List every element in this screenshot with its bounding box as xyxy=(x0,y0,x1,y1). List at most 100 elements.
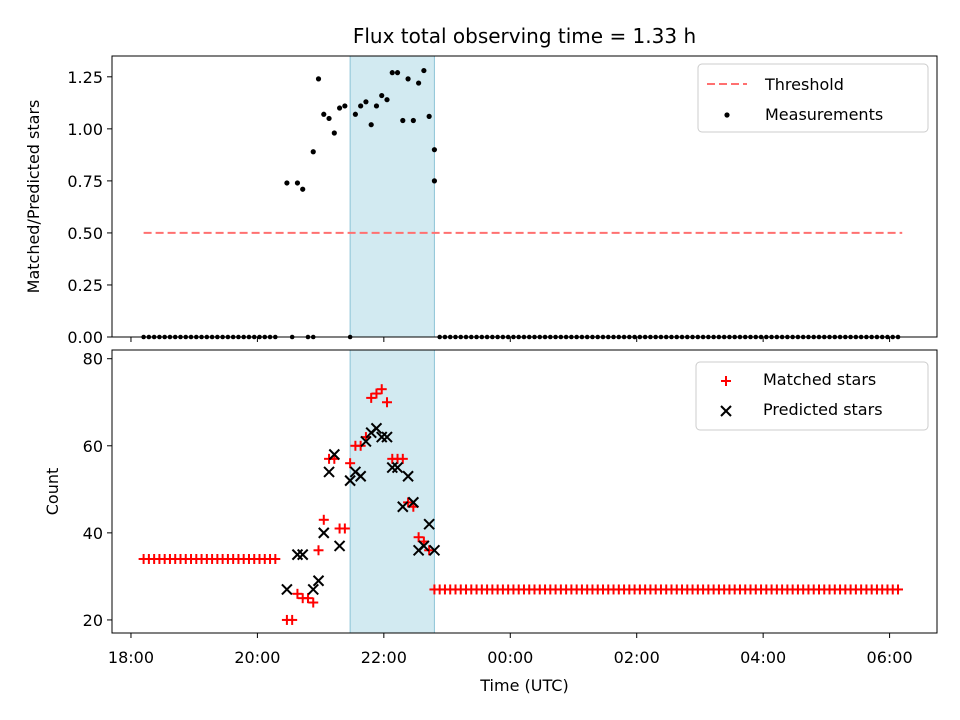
cross-stroke xyxy=(328,448,341,461)
y-tick-label: 20 xyxy=(83,611,103,630)
cross-stroke xyxy=(312,575,325,587)
y-tick-label: 0.25 xyxy=(67,276,103,295)
x-tick-label: 18:00 xyxy=(108,648,154,667)
measurement-point xyxy=(410,117,416,124)
measurement-point xyxy=(394,70,401,76)
predicted-point xyxy=(281,583,293,596)
predicted-point xyxy=(418,540,430,552)
legend-matched-swatch xyxy=(721,376,731,386)
predicted-point xyxy=(428,544,441,556)
measurement-point xyxy=(400,117,406,124)
measurement-point xyxy=(336,105,343,111)
matched-point xyxy=(366,392,377,403)
measurement-point xyxy=(405,76,411,82)
cross-stroke xyxy=(423,518,435,530)
matched-point xyxy=(313,545,324,556)
legend-predicted-label: Predicted stars xyxy=(763,400,883,419)
y-tick-label: 40 xyxy=(83,524,103,543)
predicted-point xyxy=(312,575,325,587)
x-tick-label: 04:00 xyxy=(740,648,786,667)
predicted-point xyxy=(407,496,420,509)
predicted-point xyxy=(328,448,341,461)
matched-point xyxy=(371,388,382,399)
ticks: 0.00 0.25 0.50 0.75 1.00 1.25 xyxy=(67,68,891,347)
predicted-point xyxy=(291,548,304,561)
legend-measurements-swatch xyxy=(724,112,730,118)
bottom-axes: 20 40 60 80 18:00 20:00 22:00 00:00 02:00 04:00 06… xyxy=(43,349,938,695)
matched-point xyxy=(345,458,356,469)
measurement-point xyxy=(431,178,438,184)
predicted-point xyxy=(333,540,346,552)
predicted-point xyxy=(360,435,372,448)
y-axis-label: Matched/Predicted stars xyxy=(24,100,43,294)
y-tick-label: 1.00 xyxy=(67,120,103,139)
measurement-point xyxy=(431,147,438,153)
measurement-point xyxy=(421,67,427,74)
measurement-point xyxy=(294,180,301,186)
chart-title: Flux total observing time = 1.33 h xyxy=(353,24,696,48)
cross-stroke xyxy=(720,405,732,417)
cross-stroke xyxy=(360,435,372,448)
cross-stroke xyxy=(354,470,367,482)
highlight-span xyxy=(349,55,435,338)
matched-point xyxy=(397,453,408,464)
y-axis-label: Count xyxy=(43,468,62,516)
y-tick-label: 80 xyxy=(83,350,103,369)
axes-frame xyxy=(111,349,938,634)
cross-stroke xyxy=(418,540,430,552)
predicted-point xyxy=(318,527,330,539)
cross-stroke xyxy=(428,544,441,556)
measurement-point xyxy=(300,186,306,192)
x-tick-label: 20:00 xyxy=(234,648,280,667)
measurement-point xyxy=(389,70,395,76)
legend: Matched stars Predicted stars xyxy=(695,361,929,431)
cross-stroke xyxy=(318,527,330,539)
measurement-point xyxy=(358,103,364,109)
measurement-point xyxy=(326,115,332,122)
measurement-point xyxy=(426,113,432,119)
cross-stroke xyxy=(281,583,293,596)
matched-point xyxy=(318,514,329,525)
cross-stroke xyxy=(402,470,414,482)
matched-point xyxy=(893,584,904,595)
x-tick-label: 00:00 xyxy=(487,648,533,667)
predicted-point xyxy=(307,583,319,596)
measurement-point xyxy=(368,122,374,128)
measurement-point xyxy=(363,99,369,105)
y-tick-label: 0.75 xyxy=(67,172,103,191)
matched-points xyxy=(138,384,904,625)
top-axes: 0.00 0.25 0.50 0.75 1.00 1.25 Flux total obse… xyxy=(24,24,938,347)
measurement-point xyxy=(331,130,337,136)
cross-stroke xyxy=(307,583,319,596)
measurement-point xyxy=(284,180,290,186)
legend-matched-label: Matched stars xyxy=(763,370,876,389)
measurement-points xyxy=(141,67,901,340)
matched-point xyxy=(302,593,313,604)
measurement-point xyxy=(373,103,380,109)
x-tick-label: 02:00 xyxy=(614,648,660,667)
measurement-point xyxy=(352,111,358,117)
predicted-point xyxy=(381,431,393,443)
measurement-point xyxy=(310,149,316,155)
cross-stroke xyxy=(407,496,420,509)
ticks: 20 40 60 80 18:00 20:00 22:00 00:00 02:00 04:00 06… xyxy=(83,350,913,667)
legend-cross xyxy=(720,405,732,417)
cross-stroke xyxy=(397,501,409,513)
measurement-point xyxy=(384,97,390,103)
y-tick-label: 0.50 xyxy=(67,224,103,243)
legend-box xyxy=(697,63,929,133)
legend-measurements-label: Measurements xyxy=(765,105,883,124)
legend-box xyxy=(695,361,929,431)
cross-stroke xyxy=(297,548,309,561)
predicted-point xyxy=(391,461,404,474)
y-tick-label: 0.00 xyxy=(67,328,103,347)
predicted-point xyxy=(354,470,367,482)
matched-point xyxy=(376,384,387,395)
cross-stroke xyxy=(391,461,404,474)
y-tick-label: 1.25 xyxy=(67,68,103,87)
measurement-point xyxy=(379,92,385,99)
measurement-point xyxy=(315,76,322,82)
legend-plus xyxy=(721,376,731,386)
matched-point xyxy=(429,584,440,595)
